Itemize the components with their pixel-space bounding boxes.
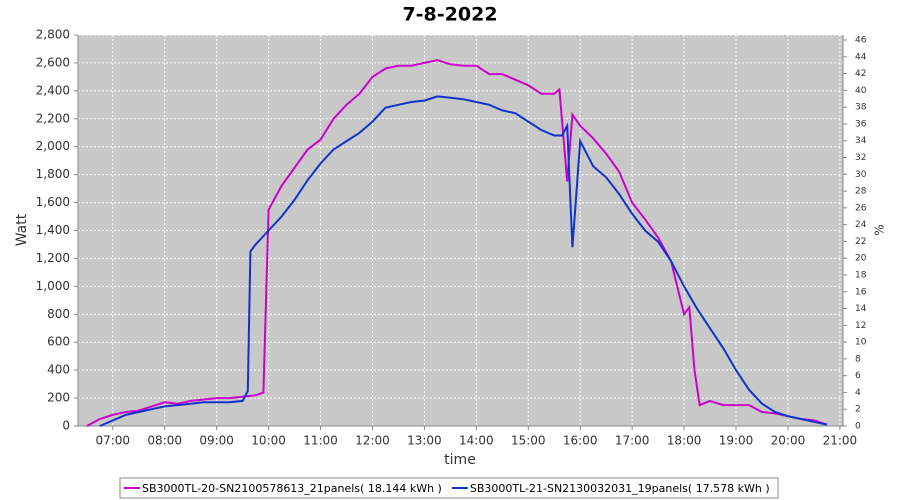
- y-tick-label: 1,000: [36, 279, 70, 293]
- y2-tick-label: 14: [855, 304, 867, 314]
- y2-tick-label: 4: [855, 388, 861, 398]
- x-tick-label: 14:00: [459, 434, 494, 448]
- chart-title: 7-8-2022: [402, 4, 497, 26]
- y2-tick-label: 34: [855, 136, 867, 146]
- series-line: [99, 95, 828, 427]
- y2-tick-label: 30: [855, 170, 867, 180]
- x-tick-label: 19:00: [719, 434, 754, 448]
- y2-tick-label: 16: [855, 287, 867, 297]
- y-tick-label: 0: [62, 419, 70, 433]
- x-tick-label: 21:00: [823, 434, 858, 448]
- y-tick-label: 2,000: [36, 139, 70, 153]
- y2-tick-label: 38: [855, 103, 867, 113]
- x-tick-label: 07:00: [95, 434, 130, 448]
- series-line: [86, 59, 828, 427]
- y2-tick-label: 18: [855, 270, 867, 280]
- y-tick-label: 2,600: [36, 55, 70, 69]
- x-tick-label: 09:00: [199, 434, 234, 448]
- y2-axis-label: %: [873, 224, 887, 235]
- x-tick-label: 17:00: [615, 434, 650, 448]
- y-axis-label: Watt: [14, 213, 30, 246]
- y-tick-label: 1,800: [36, 167, 70, 181]
- y2-tick-label: 28: [855, 187, 867, 197]
- x-tick-label: 08:00: [147, 434, 182, 448]
- y-tick-label: 1,400: [36, 223, 70, 237]
- y2-tick-label: 8: [855, 354, 861, 364]
- y2-tick-label: 6: [855, 371, 861, 381]
- x-tick-label: 13:00: [407, 434, 442, 448]
- legend-label: SB3000TL-20-SN2100578613_21panels( 18.14…: [142, 482, 442, 495]
- y-tick-label: 400: [47, 363, 70, 377]
- x-tick-label: 15:00: [511, 434, 546, 448]
- y2-tick-label: 10: [855, 338, 867, 348]
- x-tick-label: 12:00: [355, 434, 390, 448]
- y2-tick-label: 24: [855, 220, 867, 230]
- y-tick-label: 800: [47, 307, 70, 321]
- x-tick-label: 16:00: [563, 434, 598, 448]
- y-tick-label: 2,400: [36, 83, 70, 97]
- y2-tick-label: 20: [855, 254, 867, 264]
- x-tick-label: 20:00: [771, 434, 806, 448]
- legend-label: SB3000TL-21-SN2130032031_19panels( 17.57…: [470, 482, 770, 495]
- y-tick-label: 1,600: [36, 195, 70, 209]
- y-tick-label: 1,200: [36, 251, 70, 265]
- y2-tick-label: 22: [855, 237, 866, 247]
- y2-tick-label: 2: [855, 405, 861, 415]
- y2-tick-label: 42: [855, 69, 866, 79]
- y2-tick-label: 26: [855, 203, 867, 213]
- y-tick-label: 600: [47, 335, 70, 349]
- y2-tick-label: 0: [855, 422, 861, 432]
- y2-tick-label: 40: [855, 86, 867, 96]
- y2-tick-label: 46: [855, 36, 867, 46]
- y-tick-label: 200: [47, 391, 70, 405]
- y2-tick-label: 12: [855, 321, 866, 331]
- y2-tick-label: 44: [855, 52, 867, 62]
- y-tick-label: 2,200: [36, 111, 70, 125]
- y2-tick-label: 36: [855, 119, 867, 129]
- x-tick-label: 10:00: [251, 434, 286, 448]
- x-axis-label: time: [444, 452, 476, 468]
- x-tick-label: 11:00: [303, 434, 338, 448]
- plot-area: [78, 35, 843, 426]
- x-tick-label: 18:00: [667, 434, 702, 448]
- y2-tick-label: 32: [855, 153, 866, 163]
- y-tick-label: 2,800: [36, 28, 70, 42]
- legend: [119, 477, 779, 499]
